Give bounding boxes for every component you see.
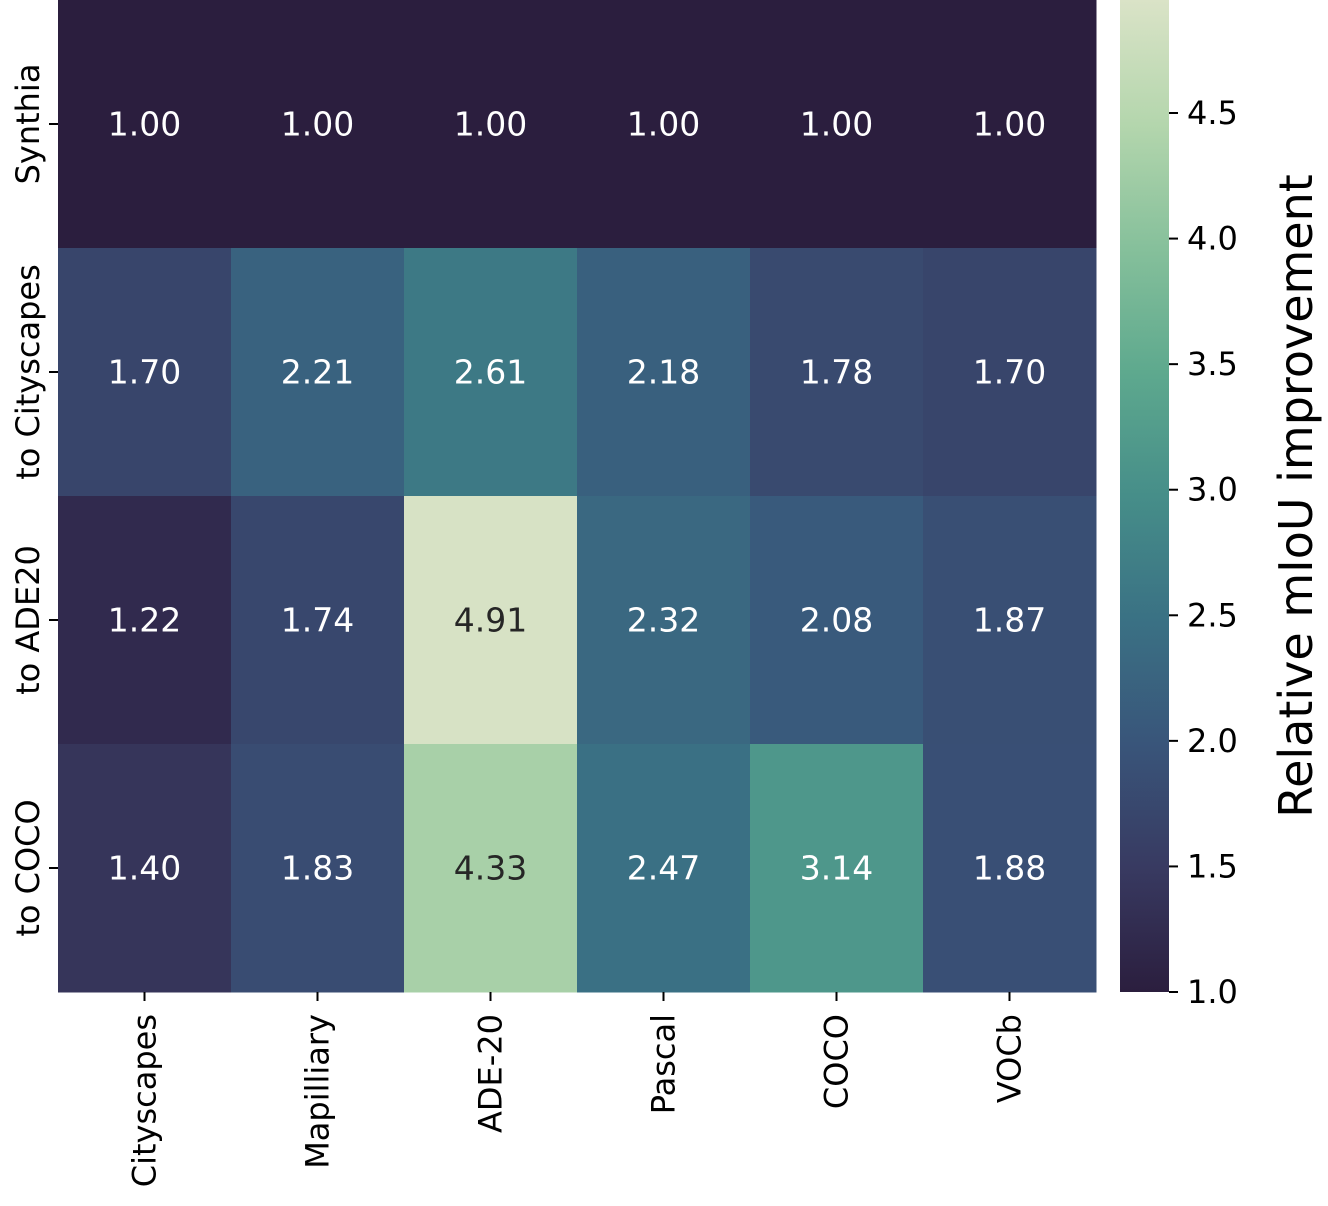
cell-value-label: 1.40 xyxy=(108,849,181,888)
cell-value-label: 1.00 xyxy=(800,105,873,144)
x-tick-label: Mapilliary xyxy=(299,1014,337,1169)
heatmap-cell xyxy=(923,744,1097,993)
cell-value-label: 1.88 xyxy=(973,849,1046,888)
colorbar-gradient xyxy=(1120,0,1169,992)
heatmap-cell xyxy=(58,0,232,249)
y-tick-label: Synthia xyxy=(9,64,47,185)
x-axis: Cityscapes Mapilliary ADE-20 Pascal COCO VOCb xyxy=(126,992,1029,1187)
colorbar-tick-label: 2.5 xyxy=(1187,596,1238,634)
colorbar-ticks: 1.0 1.5 2.0 2.5 3.0 3.5 4.0 4.5 xyxy=(1169,94,1238,1011)
heatmap-cells xyxy=(58,0,1097,993)
colorbar-label: Relative mIoU improvement xyxy=(1269,174,1323,818)
cell-value-label: 2.61 xyxy=(454,353,527,392)
cell-value-label: 1.00 xyxy=(973,105,1046,144)
colorbar-tick-label: 4.5 xyxy=(1187,94,1238,132)
x-tick-label: VOCb xyxy=(991,1014,1029,1103)
heatmap-cell xyxy=(923,0,1097,249)
colorbar-tick-label: 2.0 xyxy=(1187,722,1238,760)
cell-value-label: 1.70 xyxy=(973,353,1046,392)
cell-value-label: 2.32 xyxy=(627,601,700,640)
cell-value-label: 2.18 xyxy=(627,353,700,392)
cell-value-label: 1.87 xyxy=(973,601,1046,640)
heatmap-cell xyxy=(404,744,578,993)
heatmap-cell xyxy=(231,744,405,993)
x-tick-label: COCO xyxy=(818,1014,856,1109)
heatmap-cell xyxy=(577,744,751,993)
cell-value-label: 1.00 xyxy=(108,105,181,144)
heatmap-cell xyxy=(231,496,405,745)
colorbar-tick-label: 1.5 xyxy=(1187,847,1238,885)
cell-value-label: 2.47 xyxy=(627,849,700,888)
colorbar-tick-label: 3.5 xyxy=(1187,345,1238,383)
cell-value-label: 1.83 xyxy=(281,849,354,888)
cell-value-label: 1.00 xyxy=(454,105,527,144)
heatmap-cell xyxy=(577,496,751,745)
cell-value-labels: 1.00 1.00 1.00 1.00 1.00 1.00 1.70 2.21 2.61 2.18… xyxy=(108,105,1046,888)
y-tick-label: to ADE20 xyxy=(9,545,47,695)
heatmap-cell xyxy=(750,0,924,249)
y-tick-label: to COCO xyxy=(9,799,47,936)
cell-value-label: 1.74 xyxy=(281,601,354,640)
cell-value-label: 2.21 xyxy=(281,353,354,392)
heatmap-cell xyxy=(231,0,405,249)
heatmap-cell xyxy=(58,496,232,745)
heatmap-cell xyxy=(58,744,232,993)
colorbar: 1.0 1.5 2.0 2.5 3.0 3.5 4.0 4.5 Relative mIoU i… xyxy=(1120,0,1323,1011)
colorbar-tick-label: 3.0 xyxy=(1187,471,1238,509)
heatmap-cell xyxy=(577,0,751,249)
y-tick-label: to Cityscapes xyxy=(9,264,47,480)
cell-value-label: 1.22 xyxy=(108,601,181,640)
heatmap-cell xyxy=(231,248,405,497)
colorbar-tick-label: 4.0 xyxy=(1187,220,1238,258)
cell-value-label: 1.00 xyxy=(281,105,354,144)
heatmap-cell xyxy=(404,248,578,497)
cell-value-label: 1.00 xyxy=(627,105,700,144)
heatmap-cell xyxy=(577,248,751,497)
y-axis: Synthia to Cityscapes to ADE20 to COCO xyxy=(9,64,58,937)
heatmap-cell xyxy=(404,0,578,249)
heatmap-cell xyxy=(750,496,924,745)
heatmap-cell xyxy=(923,496,1097,745)
cell-value-label: 1.78 xyxy=(800,353,873,392)
cell-value-label: 2.08 xyxy=(800,601,873,640)
cell-value-label: 4.33 xyxy=(454,849,527,888)
heatmap-cell xyxy=(750,248,924,497)
cell-value-label: 4.91 xyxy=(454,601,527,640)
x-tick-label: Cityscapes xyxy=(126,1014,164,1187)
heatmap-cell xyxy=(750,744,924,993)
heatmap-cell xyxy=(404,496,578,745)
heatmap-cell xyxy=(923,248,1097,497)
heatmap-cell xyxy=(58,248,232,497)
x-tick-label: ADE-20 xyxy=(472,1014,510,1133)
colorbar-tick-label: 1.0 xyxy=(1187,973,1238,1011)
x-tick-label: Pascal xyxy=(645,1014,683,1114)
cell-value-label: 3.14 xyxy=(800,849,873,888)
cell-value-label: 1.70 xyxy=(108,353,181,392)
